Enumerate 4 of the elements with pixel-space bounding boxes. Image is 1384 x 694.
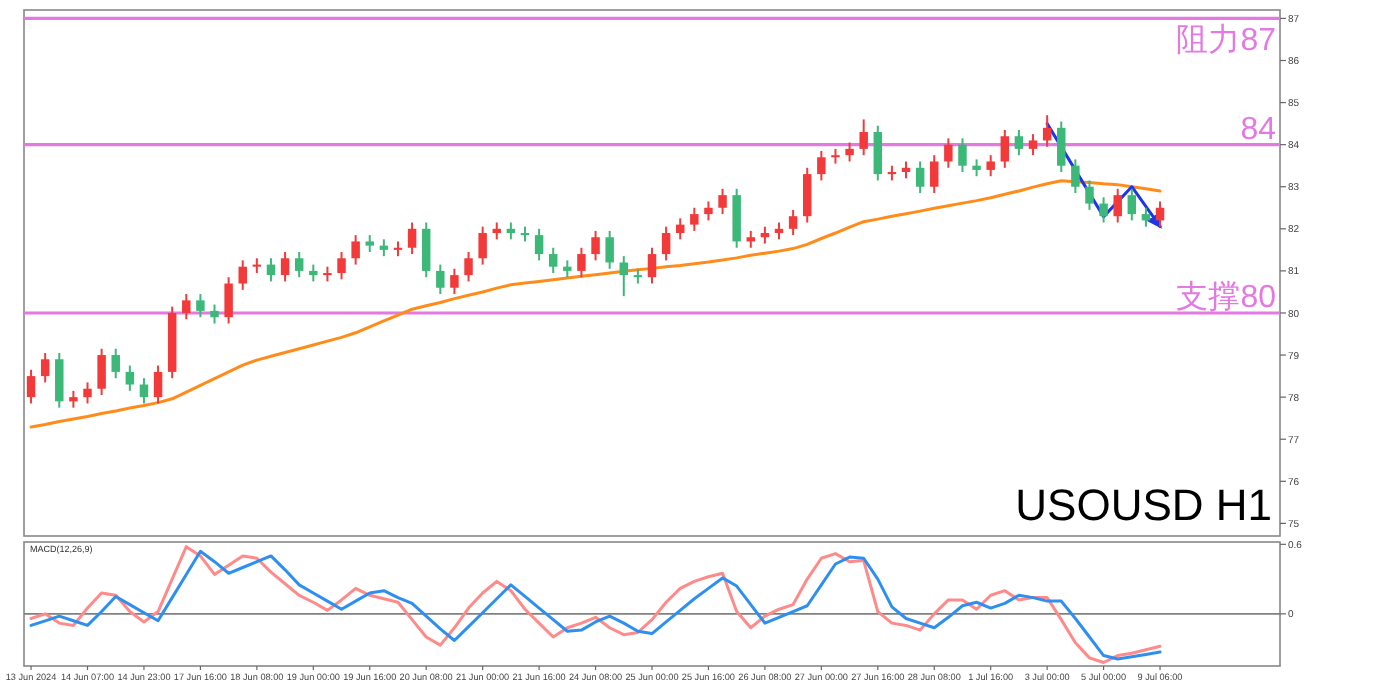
annotation: USOUSD H1 bbox=[1015, 480, 1272, 530]
ref-label: 支撑80 bbox=[1176, 281, 1276, 315]
ref-label: 阻力87 bbox=[1176, 24, 1276, 59]
ref-label: 84 bbox=[1240, 112, 1276, 147]
